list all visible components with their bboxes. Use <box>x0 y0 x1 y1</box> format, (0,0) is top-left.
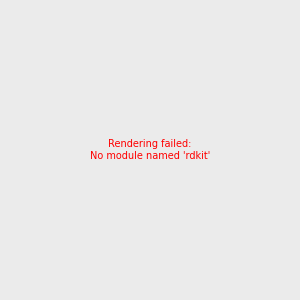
Text: Rendering failed:
No module named 'rdkit': Rendering failed: No module named 'rdkit… <box>90 139 210 161</box>
